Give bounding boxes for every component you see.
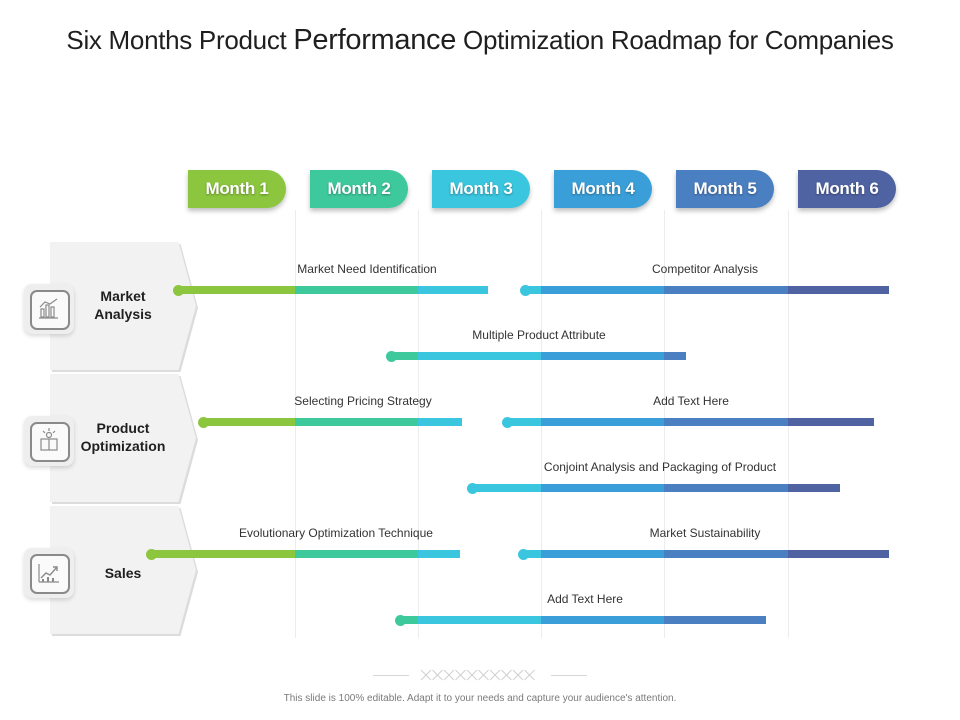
bar-start-dot <box>394 614 406 626</box>
category-product-optimization <box>50 374 196 502</box>
bar-segment <box>788 418 875 426</box>
bar-segment <box>172 550 295 558</box>
bar-segment <box>295 418 418 426</box>
bar-segment <box>664 286 788 294</box>
divider-x-stroke <box>501 669 512 681</box>
task-label: Conjoint Analysis and Packaging of Produ… <box>543 460 777 474</box>
bar-start-dot <box>467 482 479 494</box>
divider-x-stroke <box>524 669 535 681</box>
bar-segment <box>541 286 664 294</box>
bar-start-dot <box>520 284 531 296</box>
bar-segment <box>664 484 788 492</box>
bar-segment <box>788 550 889 558</box>
bar-start-dot <box>146 548 158 560</box>
month-2-header: Month 2 <box>310 170 408 208</box>
bar-segment <box>418 286 489 294</box>
task-label: Competitor Analysis <box>651 262 759 276</box>
bar-start-dot <box>173 284 185 296</box>
divider-x-stroke <box>420 669 432 681</box>
divider-x-stroke <box>466 669 478 681</box>
task-label: Multiple Product Attribute <box>472 328 606 342</box>
bar-segment <box>522 550 541 558</box>
divider-x-stroke <box>489 669 501 681</box>
bar-segment <box>541 484 664 492</box>
bar-segment <box>418 418 463 426</box>
bar-segment <box>541 550 664 558</box>
bar-segment <box>472 484 541 492</box>
category-market-analysis <box>50 242 196 370</box>
bar-segment <box>506 418 541 426</box>
bar-segment <box>418 352 541 360</box>
bar-segment <box>399 616 418 624</box>
task-label: Market Sustainability <box>649 526 761 540</box>
month-3-header: Month 3 <box>432 170 530 208</box>
bar-segment <box>664 616 766 624</box>
bar-segment <box>541 352 664 360</box>
trend-chart-icon <box>24 548 74 598</box>
bar-segment <box>178 286 295 294</box>
bar-segment <box>541 418 664 426</box>
month-1-header: Month 1 <box>188 170 286 208</box>
bar-segment <box>390 352 418 360</box>
bar-chart-icon <box>24 284 74 334</box>
divider-x-stroke <box>443 669 455 681</box>
bar-segment <box>664 418 788 426</box>
bar-segment <box>525 286 541 294</box>
month-5-header: Month 5 <box>676 170 774 208</box>
page-title: Six Months Product Performance Optimizat… <box>66 24 894 56</box>
category-label: Product Optimization <box>80 420 166 454</box>
divider-line <box>373 675 409 676</box>
task-label: Market Need Identification <box>297 262 437 276</box>
bar-segment <box>788 484 840 492</box>
bar-start-dot <box>501 416 513 428</box>
bar-segment <box>202 418 295 426</box>
divider-line <box>551 675 587 676</box>
divider-x-stroke <box>455 669 466 681</box>
month-6-header: Month 6 <box>798 170 896 208</box>
bar-segment <box>151 550 172 558</box>
divider-pattern <box>420 669 535 681</box>
bar-segment <box>418 616 541 624</box>
divider-x-stroke <box>478 669 489 681</box>
category-label: Sales <box>104 565 142 581</box>
bar-segment <box>788 286 889 294</box>
bar-segment <box>295 286 418 294</box>
bar-segment <box>295 550 418 558</box>
divider-x-stroke <box>512 669 524 681</box>
bar-start-dot <box>197 416 209 428</box>
task-label: Add Text Here <box>653 394 729 408</box>
month-4-header: Month 4 <box>554 170 652 208</box>
divider-x-stroke <box>432 669 443 681</box>
gift-box-icon <box>24 416 74 466</box>
bar-segment <box>541 616 664 624</box>
bar-segment <box>664 550 788 558</box>
bar-segment <box>664 352 687 360</box>
task-label: Selecting Pricing Strategy <box>294 394 432 408</box>
bar-segment <box>418 550 460 558</box>
task-label: Evolutionary Optimization Technique <box>239 526 433 540</box>
footer-note: This slide is 100% editable. Adapt it to… <box>283 693 677 704</box>
category-sales <box>50 506 196 634</box>
task-label: Add Text Here <box>547 592 623 606</box>
category-label: Market Analysis <box>94 288 152 322</box>
bar-start-dot <box>517 548 529 560</box>
bar-start-dot <box>385 350 397 362</box>
